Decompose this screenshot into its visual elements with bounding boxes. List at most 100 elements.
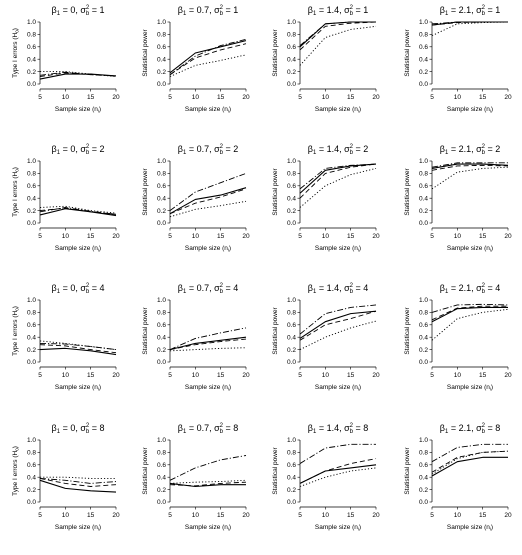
y-tick-label: 0.6 <box>419 44 428 51</box>
x-tick-label: 20 <box>372 512 380 519</box>
panel: β1 = 2.1, σ2 b = 2 0.0 0.2 0.4 0.6 0.8 1.0 5 10 15… <box>404 144 512 253</box>
y-tick-label: 0.0 <box>419 499 428 506</box>
x-tick-label: 15 <box>217 512 225 519</box>
panel-title: β1 = 0, σ2 b = 1 <box>52 5 105 17</box>
x-tick-label: 10 <box>322 233 330 240</box>
y-tick-label: 0.8 <box>287 450 296 457</box>
x-tick-label: 20 <box>372 94 380 101</box>
x-tick-label: 5 <box>168 94 172 101</box>
x-tick-label: 15 <box>87 512 95 519</box>
y-tick-label: 1.0 <box>157 158 166 165</box>
series-line-solid <box>39 73 117 80</box>
y-tick-label: 1.0 <box>287 437 296 444</box>
series-line-dashed <box>169 188 247 215</box>
x-tick-label: 10 <box>192 372 200 379</box>
y-axis-label: Statistical power <box>404 307 411 355</box>
y-tick-label: 1.0 <box>27 158 36 165</box>
y-axis-label: Statistical power <box>142 29 149 77</box>
x-tick-label: 15 <box>217 372 225 379</box>
y-axis-label: Statistical power <box>272 168 279 216</box>
x-axis-label: Sample size (ni) <box>55 106 101 114</box>
y-tick-label: 0.8 <box>27 450 36 457</box>
y-tick-label: 0.6 <box>27 183 36 190</box>
x-tick-label: 5 <box>298 372 302 379</box>
y-axis-label: Type I errors (H0) <box>12 28 20 78</box>
y-tick-label: 0.2 <box>287 347 296 354</box>
series-line-dashdot <box>169 172 247 211</box>
x-tick-label: 5 <box>38 372 42 379</box>
y-tick-label: 1.0 <box>27 437 36 444</box>
x-tick-label: 20 <box>242 512 250 519</box>
y-tick-label: 0.6 <box>27 322 36 329</box>
y-axis-label: Statistical power <box>272 307 279 355</box>
y-tick-label: 0.4 <box>157 195 166 202</box>
y-tick-label: 1.0 <box>157 437 166 444</box>
y-tick-label: 0.0 <box>419 359 428 366</box>
y-tick-label: 0.8 <box>157 450 166 457</box>
panel-title: β1 = 0.7, σ2 b = 8 <box>178 423 238 435</box>
x-tick-label: 10 <box>62 94 70 101</box>
panel: β1 = 0.7, σ2 b = 1 0.0 0.2 0.4 0.6 0.8 1.0 5 10 15… <box>142 5 250 114</box>
series-line-dotted <box>431 450 509 475</box>
series-line-dotted <box>299 320 377 351</box>
x-tick-label: 20 <box>242 94 250 101</box>
y-tick-label: 0.0 <box>287 81 296 88</box>
x-tick-label: 20 <box>112 94 120 101</box>
y-tick-label: 1.0 <box>287 297 296 304</box>
y-tick-label: 0.4 <box>419 334 428 341</box>
series-line-dashed <box>431 305 508 321</box>
y-tick-label: 0.0 <box>157 499 166 506</box>
y-tick-label: 0.8 <box>157 171 166 178</box>
y-tick-label: 0.2 <box>287 69 296 76</box>
y-tick-label: 0.6 <box>287 462 296 469</box>
x-tick-label: 10 <box>62 372 70 379</box>
x-tick-label: 15 <box>479 94 487 101</box>
x-tick-label: 15 <box>87 233 95 240</box>
y-tick-label: 0.4 <box>419 474 428 481</box>
y-tick-label: 1.0 <box>157 19 166 26</box>
y-axis-label: Type I errors (H0) <box>12 306 20 356</box>
y-tick-label: 0.4 <box>287 195 296 202</box>
panel-title: β1 = 0.7, σ2 b = 2 <box>178 144 238 156</box>
y-tick-label: 0.4 <box>419 56 428 63</box>
series-line-dashed <box>39 72 117 78</box>
panel-title: β1 = 2.1, σ2 b = 1 <box>440 5 500 17</box>
series-line-dashdot <box>39 342 117 351</box>
y-tick-label: 0.0 <box>157 359 166 366</box>
y-tick-label: 0.2 <box>419 347 428 354</box>
y-tick-label: 0.0 <box>27 81 36 88</box>
panel-title: β1 = 0.7, σ2 b = 4 <box>178 283 238 295</box>
y-tick-label: 0.0 <box>287 220 296 227</box>
panel: β1 = 0, σ2 b = 1 0.0 0.2 0.4 0.6 0.8 1.0 5 10 15 20… <box>12 5 120 114</box>
x-axis-label: Sample size (ni) <box>55 524 101 532</box>
panel-title: β1 = 0, σ2 b = 4 <box>52 283 105 295</box>
y-tick-label: 0.2 <box>157 347 166 354</box>
y-axis-label: Type I errors (H0) <box>12 167 20 217</box>
x-axis-label: Sample size (ni) <box>185 524 231 532</box>
series-line-solid <box>39 347 117 356</box>
series-line-solid <box>299 163 377 194</box>
x-tick-label: 5 <box>298 94 302 101</box>
y-tick-label: 0.0 <box>287 359 296 366</box>
series-line-dashed <box>169 338 247 351</box>
series-line-dashdot <box>169 38 247 76</box>
x-axis-label: Sample size (ni) <box>185 384 231 392</box>
y-tick-label: 0.8 <box>27 171 36 178</box>
series-line-dashed <box>431 21 508 26</box>
series-line-solid <box>299 310 377 339</box>
y-tick-label: 0.4 <box>27 56 36 63</box>
series-line-solid <box>39 208 117 217</box>
y-tick-label: 0.0 <box>27 220 36 227</box>
y-tick-label: 0.6 <box>419 183 428 190</box>
y-tick-label: 0.2 <box>157 69 166 76</box>
y-tick-label: 0.8 <box>419 171 428 178</box>
series-line-solid <box>431 306 508 323</box>
series-line-dotted <box>169 54 247 77</box>
x-tick-label: 10 <box>62 512 70 519</box>
x-tick-label: 20 <box>504 512 512 519</box>
series-line-dashed <box>299 163 377 199</box>
series-line-dotted <box>299 25 377 66</box>
panel-title: β1 = 2.1, σ2 b = 4 <box>440 283 500 295</box>
y-axis-label: Statistical power <box>272 447 279 495</box>
y-tick-label: 0.0 <box>157 81 166 88</box>
